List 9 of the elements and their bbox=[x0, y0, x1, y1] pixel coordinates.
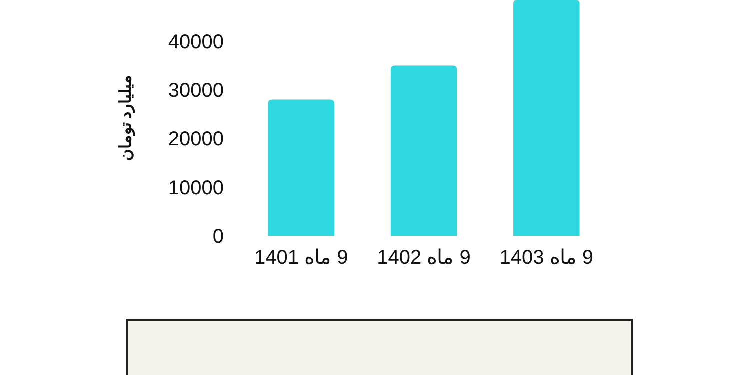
y-tick-label: 40000 bbox=[168, 31, 224, 54]
x-tick-label: 9 ماه 1401 bbox=[254, 247, 348, 269]
x-tick-label: 9 ماه 1402 bbox=[377, 247, 471, 269]
y-tick-label: 0 bbox=[212, 226, 224, 248]
y-tick-label: 20000 bbox=[168, 128, 224, 151]
x-tick-label: 9 ماه 1403 bbox=[500, 247, 594, 269]
y-axis-title: میلیارد تومان bbox=[118, 74, 136, 162]
y-tick-label: 10000 bbox=[168, 177, 224, 200]
y-tick-label: 30000 bbox=[168, 80, 224, 102]
